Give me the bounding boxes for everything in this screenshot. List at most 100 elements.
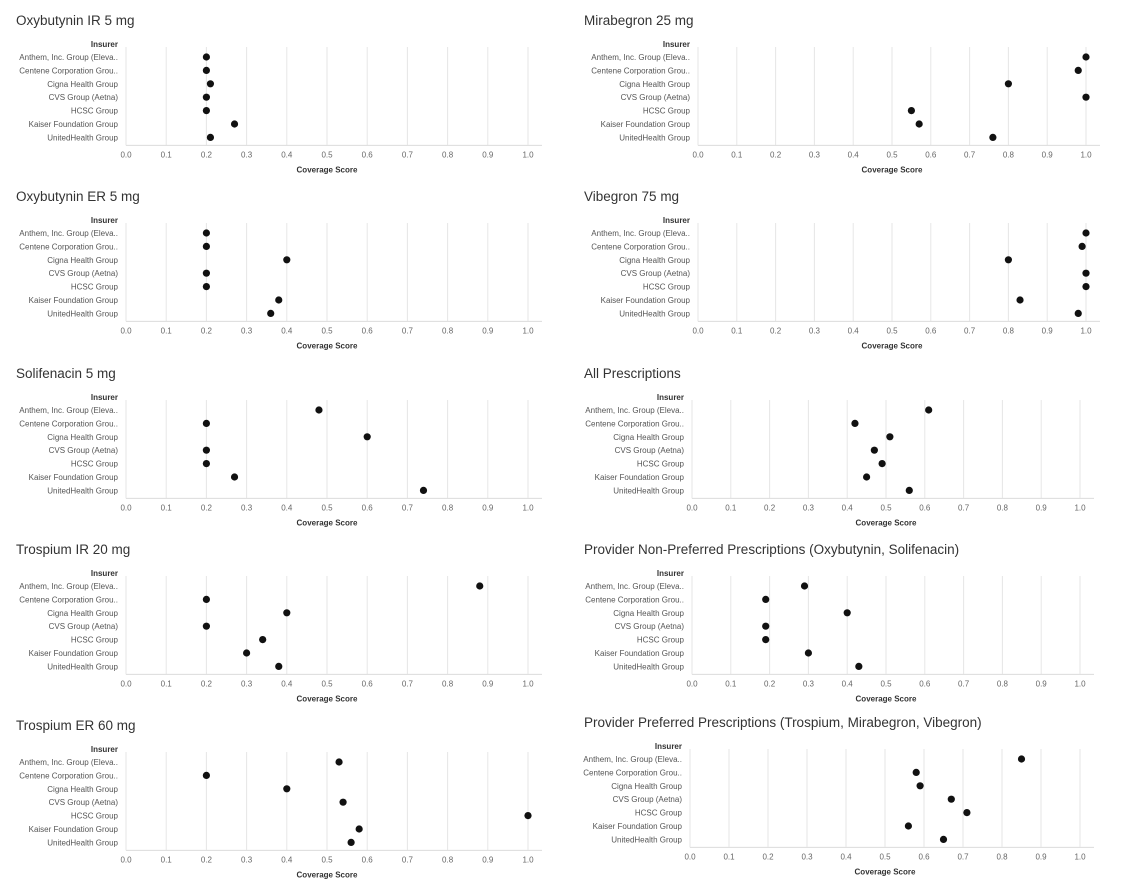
data-point: [912, 768, 920, 776]
chart-plot: Insurer 0.0 0.1 0.2 0.3 0.4 0.5 0.6 0.7 0.8 0.9 1.0…: [591, 216, 1100, 350]
insurer-label: CVS Group (Aetna): [49, 798, 119, 807]
chart-panel: Oxybutynin IR 5 mg Insurer 0.0 0.1 0.2 0.3 0.4…: [16, 13, 556, 185]
data-point: [1082, 53, 1090, 61]
x-tick-label: 0.0: [120, 679, 132, 688]
insurer-label: Anthem, Inc. Group (Eleva..: [585, 582, 684, 591]
chart-title: Oxybutynin IR 5 mg: [16, 13, 135, 28]
data-point: [939, 835, 948, 843]
x-tick-label: 0.5: [879, 852, 891, 861]
insurer-label: CVS Group (Aetna): [613, 795, 683, 804]
chart-plot: Insurer 0.0 0.1 0.2 0.3 0.4 0.5 0.6 0.7 0.8 0.9 1.0…: [19, 393, 542, 527]
data-point: [1082, 269, 1090, 277]
x-tick-label: 0.5: [321, 326, 333, 335]
data-point: [1082, 229, 1090, 237]
x-axis-label: Coverage Score: [297, 518, 358, 527]
insurer-label: Cigna Health Group: [611, 782, 682, 791]
data-point: [762, 636, 770, 644]
data-point: [363, 433, 371, 441]
x-tick-label: 0.3: [241, 679, 253, 688]
x-tick-label: 0.1: [161, 855, 173, 864]
data-point: [916, 782, 924, 790]
chart-title: Trospium IR 20 mg: [16, 542, 131, 557]
insurer-label: Anthem, Inc. Group (Eleva..: [19, 406, 118, 415]
x-tick-label: 0.2: [770, 150, 782, 159]
row-header-label: Insurer: [91, 745, 118, 754]
row-header-label: Insurer: [663, 40, 690, 49]
row-header-label: Insurer: [91, 40, 118, 49]
x-axis-label: Coverage Score: [297, 165, 358, 174]
insurer-label: CVS Group (Aetna): [621, 93, 691, 102]
insurer-label: Kaiser Foundation Group: [29, 473, 119, 482]
insurer-label: Cigna Health Group: [613, 609, 684, 618]
insurer-label: UnitedHealth Group: [47, 486, 118, 495]
x-tick-label: 0.6: [362, 150, 374, 159]
x-tick-label: 0.4: [848, 326, 860, 335]
x-tick-label: 0.6: [362, 679, 374, 688]
x-tick-label: 0.9: [1035, 852, 1047, 861]
insurer-label: Centene Corporation Grou..: [591, 242, 690, 251]
data-point: [843, 609, 851, 617]
x-tick-label: 0.7: [964, 326, 976, 335]
data-point: [925, 406, 933, 414]
insurer-label: UnitedHealth Group: [47, 309, 118, 318]
x-axis-label: Coverage Score: [297, 341, 358, 350]
x-tick-label: 0.6: [925, 326, 937, 335]
insurer-label: Kaiser Foundation Group: [29, 649, 119, 658]
insurer-label: CVS Group (Aetna): [615, 622, 685, 631]
x-axis-label: Coverage Score: [855, 867, 916, 876]
data-point: [1017, 755, 1026, 763]
insurer-label: CVS Group (Aetna): [615, 446, 685, 455]
x-tick-label: 0.1: [161, 150, 173, 159]
insurer-label: CVS Group (Aetna): [49, 622, 119, 631]
data-point: [202, 419, 210, 427]
x-tick-label: 0.6: [918, 852, 930, 861]
insurer-label: HCSC Group: [643, 283, 691, 292]
x-tick-label: 0.5: [321, 503, 333, 512]
row-header-label: Insurer: [91, 216, 118, 225]
x-tick-label: 0.0: [686, 503, 698, 512]
x-tick-label: 0.9: [1036, 503, 1048, 512]
data-point: [267, 309, 275, 317]
insurer-label: Centene Corporation Grou..: [19, 595, 118, 604]
x-tick-label: 0.3: [801, 852, 813, 861]
x-tick-label: 0.7: [957, 852, 969, 861]
insurer-label: Centene Corporation Grou..: [19, 419, 118, 428]
x-tick-label: 0.9: [1042, 150, 1054, 159]
data-point: [1004, 80, 1012, 88]
x-tick-label: 0.1: [161, 326, 173, 335]
data-point: [202, 595, 210, 603]
x-tick-label: 0.7: [402, 679, 414, 688]
x-tick-label: 0.3: [803, 679, 815, 688]
data-point: [283, 256, 291, 264]
data-point: [275, 296, 283, 304]
chart-plot: Insurer 0.0 0.1 0.2 0.3 0.4 0.5 0.6 0.7 0.8 0.9 1.0…: [585, 393, 1094, 527]
data-point: [347, 838, 355, 846]
insurer-label: UnitedHealth Group: [47, 838, 118, 847]
chart-panel: Provider Preferred Prescriptions (Trospi…: [583, 715, 1124, 887]
data-point: [206, 80, 215, 88]
data-point: [335, 758, 343, 766]
x-tick-label: 0.9: [482, 326, 494, 335]
x-tick-label: 0.0: [120, 326, 132, 335]
x-tick-label: 0.4: [842, 679, 854, 688]
insurer-label: Kaiser Foundation Group: [29, 296, 119, 305]
insurer-label: CVS Group (Aetna): [49, 446, 119, 455]
x-tick-label: 0.3: [241, 326, 253, 335]
data-point: [524, 812, 532, 820]
insurer-label: HCSC Group: [635, 809, 683, 818]
data-point: [202, 622, 210, 630]
x-tick-label: 0.5: [886, 326, 898, 335]
chart-plot: Insurer 0.0 0.1 0.2 0.3 0.4 0.5 0.6 0.7 0.8 0.9 1.0…: [19, 216, 542, 350]
data-point: [800, 582, 809, 590]
row-header-label: Insurer: [91, 569, 118, 578]
x-tick-label: 1.0: [522, 150, 534, 159]
insurer-label: Centene Corporation Grou..: [19, 771, 118, 780]
x-axis-label: Coverage Score: [862, 341, 923, 350]
insurer-label: Kaiser Foundation Group: [601, 120, 691, 129]
insurer-label: Centene Corporation Grou..: [19, 242, 118, 251]
insurer-label: UnitedHealth Group: [47, 133, 118, 142]
insurer-label: Anthem, Inc. Group (Eleva..: [19, 582, 118, 591]
data-point: [904, 822, 912, 830]
data-point: [230, 120, 239, 128]
x-tick-label: 0.0: [692, 326, 704, 335]
